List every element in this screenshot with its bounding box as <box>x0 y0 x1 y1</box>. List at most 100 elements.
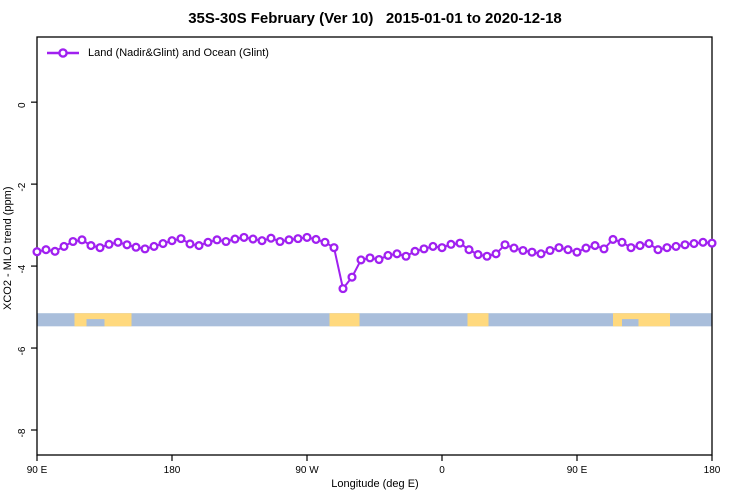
data-point <box>212 235 222 245</box>
legend: Land (Nadir&Glint) and Ocean (Glint) <box>46 47 269 59</box>
data-point <box>401 251 411 261</box>
data-point <box>536 249 546 259</box>
land-patch <box>329 313 360 327</box>
x-tick-label: 180 <box>704 465 721 476</box>
data-point <box>527 247 537 257</box>
x-axis-title: Longitude (deg E) <box>331 478 419 490</box>
y-tick-label: -8 <box>17 428 28 437</box>
data-point <box>248 234 258 244</box>
data-point <box>167 236 177 246</box>
data-point <box>482 251 492 261</box>
data-point <box>455 238 465 248</box>
y-tick-label: -6 <box>17 346 28 355</box>
data-point <box>680 240 690 250</box>
data-point <box>266 233 276 243</box>
data-point <box>185 239 195 249</box>
y-tick-label: 0 <box>17 102 28 108</box>
data-point <box>50 246 60 256</box>
data-point <box>131 242 141 252</box>
data-point <box>338 284 348 294</box>
x-tick-label: 90 E <box>27 465 48 476</box>
data-point <box>104 239 114 249</box>
legend-line-marker-icon <box>47 48 79 58</box>
data-point <box>599 244 609 254</box>
data-point <box>32 247 42 257</box>
data-point <box>176 234 186 244</box>
data-point <box>230 234 240 244</box>
data-point <box>617 237 627 247</box>
y-axis-title: XCO2 - MLO trend (ppm) <box>2 186 14 310</box>
data-point <box>221 236 231 247</box>
ocean-band <box>37 313 712 327</box>
data-point <box>41 245 51 255</box>
data-point <box>68 236 78 247</box>
data-point <box>410 246 420 256</box>
data-point <box>689 238 699 249</box>
data-point <box>635 241 645 251</box>
ocean-notch <box>86 319 105 327</box>
data-point <box>545 245 555 256</box>
data-point <box>491 249 501 259</box>
data-point <box>59 241 69 251</box>
data-point <box>581 243 591 253</box>
data-point <box>239 232 249 242</box>
data-point <box>86 241 96 251</box>
data-point <box>419 244 429 254</box>
data-point <box>392 249 402 259</box>
x-tick-label: 90 W <box>295 465 319 476</box>
data-point <box>554 243 564 253</box>
data-point <box>518 245 528 256</box>
data-point <box>563 245 573 255</box>
data-point <box>275 236 285 247</box>
ocean-notch <box>622 319 639 327</box>
data-point <box>95 243 105 253</box>
data-point <box>113 237 123 247</box>
data-point <box>464 245 474 255</box>
data-point <box>356 255 366 265</box>
data-point <box>572 247 582 257</box>
data-point <box>374 254 384 265</box>
x-tick-label: 180 <box>164 465 181 476</box>
data-point <box>653 245 663 255</box>
data-point <box>626 243 636 253</box>
data-point <box>446 239 456 249</box>
data-point <box>293 234 303 244</box>
y-tick-label: -4 <box>17 264 28 273</box>
data-point <box>149 241 159 251</box>
data-point <box>311 234 321 244</box>
data-point <box>203 237 213 247</box>
data-point <box>698 237 708 247</box>
data-point <box>644 238 654 249</box>
data-point <box>428 241 438 251</box>
data-point <box>671 241 681 251</box>
data-point <box>500 240 510 250</box>
data-point <box>383 250 393 260</box>
data-point <box>158 238 168 249</box>
data-point <box>365 253 375 263</box>
series-line <box>36 236 713 290</box>
chart-title: 35S-30S February (Ver 10) 2015-01-01 to … <box>188 10 562 27</box>
data-point <box>140 244 150 254</box>
data-point <box>608 234 618 244</box>
land-patch <box>467 313 489 327</box>
data-point <box>320 237 330 247</box>
data-point <box>329 243 339 253</box>
x-tick-label: 90 E <box>567 465 588 476</box>
data-point <box>257 236 267 246</box>
legend-label: Land (Nadir&Glint) and Ocean (Glint) <box>88 47 269 59</box>
data-point <box>194 241 204 251</box>
data-point <box>347 272 357 282</box>
data-point <box>509 243 519 253</box>
data-point <box>473 250 483 260</box>
data-point <box>662 243 672 253</box>
data-point <box>122 240 132 250</box>
data-point <box>284 235 294 245</box>
y-tick-label: -2 <box>17 182 28 191</box>
data-point <box>590 241 600 251</box>
data-point <box>77 235 87 245</box>
data-point <box>302 232 312 242</box>
data-point <box>437 243 447 253</box>
x-tick-label: 0 <box>439 465 445 476</box>
